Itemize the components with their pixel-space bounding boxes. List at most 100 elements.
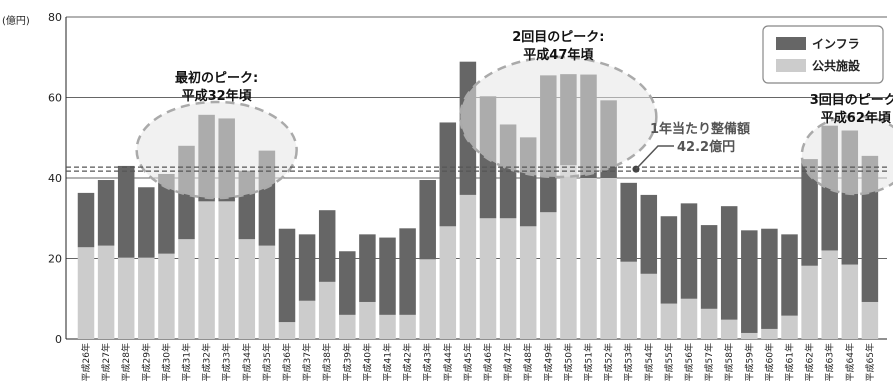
x-tick-labels: 平成26年 平成27年 平成28年 平成29年 平成30年 平成31年 平成32年 平成33年… bbox=[80, 343, 876, 381]
x-tick-label: 平成36年 bbox=[281, 343, 293, 381]
x-tick-label: 平成52年 bbox=[603, 343, 615, 381]
x-tick-label: 平成58年 bbox=[723, 343, 735, 381]
bar-segment-public-facilities bbox=[419, 259, 436, 339]
bar-segment-public-facilities bbox=[560, 165, 577, 339]
peak-highlight bbox=[135, 100, 298, 200]
bar-segment-public-facilities bbox=[640, 273, 658, 339]
x-tick-label: 平成42年 bbox=[402, 343, 414, 381]
bar-segment-public-facilities bbox=[741, 332, 758, 339]
x-tick-label: 平成53年 bbox=[623, 343, 635, 381]
bar-segment-public-facilities bbox=[198, 201, 215, 339]
x-tick-label: 平成35年 bbox=[261, 343, 273, 381]
bar-segment-public-facilities bbox=[821, 250, 838, 339]
bar-segment-infra bbox=[741, 230, 758, 333]
bar-segment-infra bbox=[339, 251, 356, 315]
bar-segment-public-facilities bbox=[399, 314, 416, 339]
x-tick-label: 平成61年 bbox=[784, 343, 796, 381]
legend-box bbox=[762, 25, 884, 84]
bar-segment-public-facilities bbox=[499, 218, 517, 339]
bar-segment-public-facilities bbox=[278, 322, 296, 339]
y-tick-label: 40 bbox=[48, 172, 62, 185]
peak-label-line1: 最初のピーク: bbox=[175, 70, 258, 86]
bar-segment-public-facilities bbox=[379, 314, 396, 339]
peak-annotations: 最初のピーク: 平成32年頃 2回目のピーク: 平成47年頃 3回目のピーク: 平成62年… bbox=[135, 30, 893, 200]
peak-highlight bbox=[800, 114, 893, 196]
bar-segment-infra bbox=[138, 187, 155, 258]
x-tick-label: 平成34年 bbox=[241, 343, 253, 381]
bar-segment-infra bbox=[379, 237, 396, 315]
bar-segment-infra bbox=[700, 225, 718, 309]
bar-segment-infra bbox=[318, 210, 336, 282]
bar-segment-infra bbox=[77, 192, 95, 248]
x-tick-label: 平成45年 bbox=[462, 343, 474, 381]
x-tick-label: 平成51年 bbox=[583, 343, 595, 381]
bar-segment-infra bbox=[399, 228, 416, 315]
bar-segment-public-facilities bbox=[117, 257, 135, 339]
bar-segment-public-facilities bbox=[781, 315, 798, 339]
bar-segment-public-facilities bbox=[801, 265, 818, 339]
legend: インフラ 公共施設 bbox=[762, 25, 884, 84]
x-tick-label: 平成27年 bbox=[100, 343, 112, 381]
x-tick-label: 平成63年 bbox=[824, 343, 836, 381]
average-label-line1: 1年当たり整備額 bbox=[650, 121, 750, 137]
x-tick-label: 平成62年 bbox=[804, 343, 816, 381]
y-tick-label: 80 bbox=[48, 11, 62, 24]
bar-segment-infra bbox=[97, 180, 115, 246]
peak-label-line1: 3回目のピーク: bbox=[810, 93, 893, 108]
legend-swatch-infra bbox=[776, 37, 806, 50]
x-tick-label: 平成43年 bbox=[422, 343, 434, 381]
x-tick-label: 平成48年 bbox=[522, 343, 534, 381]
bar-segment-public-facilities bbox=[138, 257, 155, 339]
bar-segment-public-facilities bbox=[238, 239, 256, 339]
x-tick-label: 平成40年 bbox=[361, 343, 373, 381]
x-tick-label: 平成57年 bbox=[703, 343, 715, 381]
y-tick-label: 60 bbox=[48, 92, 62, 105]
bar-segment-public-facilities bbox=[158, 253, 175, 339]
bar-segment-infra bbox=[620, 182, 637, 262]
bar-segment-public-facilities bbox=[318, 281, 336, 339]
bar-segment-public-facilities bbox=[660, 303, 678, 339]
bar-segment-public-facilities bbox=[841, 264, 859, 339]
x-tick-label: 平成32年 bbox=[201, 343, 213, 381]
bar-segment-infra bbox=[117, 165, 135, 258]
bar-segment-public-facilities bbox=[258, 245, 276, 339]
x-tick-label: 平成26年 bbox=[80, 343, 92, 381]
bar-segment-infra bbox=[419, 180, 436, 260]
bar-segment-public-facilities bbox=[700, 308, 718, 339]
bar-segment-public-facilities bbox=[680, 298, 698, 339]
legend-label-infra: インフラ bbox=[812, 37, 860, 51]
x-tick-label: 平成29年 bbox=[140, 343, 152, 381]
y-tick-label: 20 bbox=[48, 253, 62, 266]
x-tick-label: 平成31年 bbox=[181, 343, 193, 381]
x-tick-label: 平成37年 bbox=[301, 343, 313, 381]
bar-segment-public-facilities bbox=[861, 301, 879, 339]
average-label-line2: 42.2億円 bbox=[677, 139, 735, 155]
x-tick-label: 平成47年 bbox=[502, 343, 514, 381]
bar-segment-infra bbox=[801, 159, 818, 266]
bar-segment-public-facilities bbox=[439, 226, 457, 339]
x-tick-label: 平成33年 bbox=[221, 343, 233, 381]
peak-highlight bbox=[459, 55, 658, 179]
x-tick-label: 平成54年 bbox=[643, 343, 655, 381]
bar-segment-public-facilities bbox=[77, 247, 95, 339]
y-tick-label: 0 bbox=[55, 333, 62, 346]
bar-segment-infra bbox=[359, 234, 376, 302]
x-tick-label: 平成38年 bbox=[321, 343, 333, 381]
bar-segment-infra bbox=[640, 194, 658, 274]
x-tick-label: 平成64年 bbox=[844, 343, 856, 381]
x-tick-label: 平成39年 bbox=[341, 343, 353, 381]
x-tick-label: 平成30年 bbox=[160, 343, 172, 381]
average-callout-line bbox=[635, 145, 674, 170]
bar-segment-infra bbox=[761, 228, 778, 329]
bar-segment-public-facilities bbox=[580, 178, 597, 339]
bar-segment-public-facilities bbox=[600, 178, 617, 339]
x-tick-label: 平成59年 bbox=[743, 343, 755, 381]
y-unit-label: (億円) bbox=[2, 14, 30, 27]
peak-label-line1: 2回目のピーク: bbox=[512, 30, 604, 45]
x-tick-label: 平成28年 bbox=[120, 343, 132, 381]
peak-label-line2: 平成62年頃 bbox=[821, 110, 892, 126]
bar-segment-public-facilities bbox=[339, 314, 356, 339]
average-line-group: 1年当たり整備額 42.2億円 bbox=[66, 121, 887, 173]
x-tick-label: 平成55年 bbox=[663, 343, 675, 381]
